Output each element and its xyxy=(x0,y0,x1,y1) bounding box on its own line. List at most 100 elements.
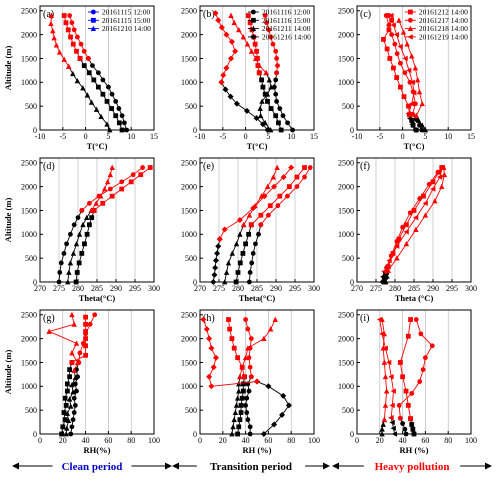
data-point xyxy=(58,260,64,266)
data-point xyxy=(277,106,283,111)
x-tick-label: 270 xyxy=(351,284,363,293)
x-tick-label: 60 xyxy=(264,436,272,445)
series-7 xyxy=(388,12,417,117)
legend-marker xyxy=(250,25,257,31)
data-point xyxy=(415,117,422,123)
data-point xyxy=(64,241,69,247)
data-point xyxy=(392,41,398,47)
plot-frame xyxy=(199,5,315,131)
data-point xyxy=(92,312,98,318)
data-point xyxy=(71,395,77,401)
series-1 xyxy=(256,70,284,133)
y-tick-label: 500 xyxy=(185,102,197,111)
data-point xyxy=(394,239,400,244)
data-point xyxy=(79,250,85,256)
legend-marker xyxy=(90,25,97,31)
data-point xyxy=(235,431,241,437)
data-point xyxy=(243,241,248,247)
x-tick-label: 15 xyxy=(467,132,475,141)
x-tick-label: 290 xyxy=(427,284,439,293)
y-tick-label: 2500 xyxy=(181,7,197,16)
data-point xyxy=(74,359,81,365)
series-4 xyxy=(61,13,83,61)
period-1: Transition period xyxy=(172,461,330,473)
data-point xyxy=(407,210,413,216)
data-point xyxy=(274,164,280,170)
data-point xyxy=(222,279,228,285)
x-tick-label: 40 xyxy=(82,436,90,445)
y-tick-label: 1000 xyxy=(21,382,37,391)
data-point xyxy=(422,212,429,218)
x-axis-label: Theta(°C) xyxy=(79,293,116,303)
data-point xyxy=(260,84,266,90)
data-point xyxy=(253,241,258,247)
data-point xyxy=(81,48,87,54)
data-point xyxy=(246,388,252,394)
data-point xyxy=(245,326,251,332)
x-tick-label: 60 xyxy=(104,436,112,445)
data-point xyxy=(420,367,426,373)
data-point xyxy=(67,367,73,373)
data-point xyxy=(100,77,106,83)
series-6 xyxy=(228,12,269,76)
data-point xyxy=(397,43,403,50)
data-point xyxy=(411,127,417,133)
data-point xyxy=(84,231,90,237)
x-tick-label: 290 xyxy=(270,284,282,293)
data-point xyxy=(121,120,127,126)
data-point xyxy=(240,388,246,394)
data-point xyxy=(245,417,251,423)
data-point xyxy=(88,207,94,213)
legend-entry: 20161116 15:00 xyxy=(262,16,311,25)
x-tick-label: -10 xyxy=(352,132,363,141)
series-4 xyxy=(397,317,413,422)
series-line xyxy=(390,15,415,114)
data-point xyxy=(391,65,396,71)
data-point xyxy=(285,120,290,126)
x-tick-label: 300 xyxy=(308,284,320,293)
data-point xyxy=(307,165,313,170)
data-point xyxy=(273,77,279,83)
data-point xyxy=(230,423,236,430)
data-point xyxy=(379,274,386,280)
x-tick-label: 0 xyxy=(355,436,359,445)
legend-marker xyxy=(90,9,96,15)
data-point xyxy=(229,250,235,256)
data-point xyxy=(408,416,413,422)
series-5 xyxy=(226,317,247,380)
data-point xyxy=(405,333,411,339)
data-point xyxy=(405,402,411,408)
series-7 xyxy=(376,316,396,421)
y-tick-label: 0 xyxy=(193,126,197,135)
x-axis-label: RH(%) xyxy=(84,445,111,455)
data-point xyxy=(68,431,74,437)
data-point xyxy=(211,271,218,278)
series-line xyxy=(65,370,76,435)
data-point xyxy=(400,224,405,230)
y-tick-label: 500 xyxy=(342,406,354,415)
data-point xyxy=(248,374,254,380)
data-point xyxy=(69,350,75,356)
data-point xyxy=(119,179,125,185)
data-point xyxy=(274,98,280,104)
data-point xyxy=(402,426,408,432)
y-tick-label: 1500 xyxy=(181,54,197,63)
data-point xyxy=(248,48,255,54)
data-point xyxy=(240,381,246,387)
data-point xyxy=(252,55,259,61)
data-point xyxy=(412,101,418,107)
series-2 xyxy=(66,63,113,133)
y-tick-label: 2500 xyxy=(338,7,354,16)
y-tick-label: 0 xyxy=(350,126,354,135)
data-point xyxy=(109,106,114,111)
data-point xyxy=(65,27,71,33)
data-point xyxy=(73,279,79,285)
data-point xyxy=(381,268,387,275)
data-point xyxy=(72,381,78,387)
data-point xyxy=(74,34,80,40)
series-6 xyxy=(241,164,280,228)
data-point xyxy=(261,335,267,342)
data-point xyxy=(95,70,101,76)
data-point xyxy=(116,120,122,126)
series-5 xyxy=(88,164,115,213)
